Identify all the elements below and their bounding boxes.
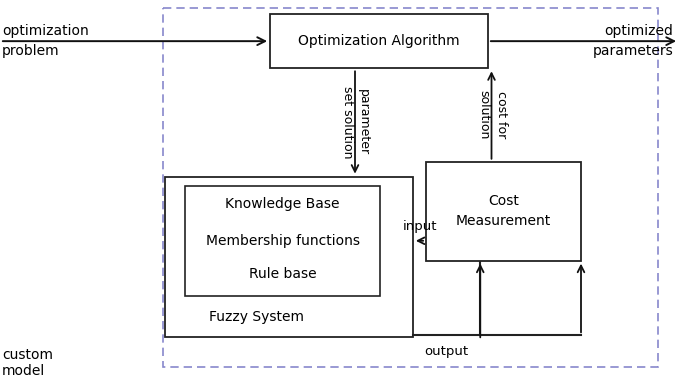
Text: custom: custom xyxy=(2,348,53,362)
Text: set solution: set solution xyxy=(340,86,354,159)
Text: Cost: Cost xyxy=(488,194,519,208)
Text: output: output xyxy=(424,345,469,358)
Text: model: model xyxy=(2,364,45,378)
Bar xyxy=(185,186,380,296)
Text: problem: problem xyxy=(2,44,60,58)
Text: parameter: parameter xyxy=(356,89,369,155)
Text: parameters: parameters xyxy=(592,44,673,58)
Bar xyxy=(163,8,658,367)
Bar xyxy=(165,177,413,337)
Text: solution: solution xyxy=(477,90,490,140)
Text: Optimization Algorithm: Optimization Algorithm xyxy=(298,34,460,48)
Text: Measurement: Measurement xyxy=(456,214,551,228)
Bar xyxy=(270,14,488,69)
Text: optimization: optimization xyxy=(2,24,89,38)
Text: Fuzzy System: Fuzzy System xyxy=(209,310,304,324)
Text: Rule base: Rule base xyxy=(249,267,316,281)
Bar xyxy=(426,162,581,261)
Text: Membership functions: Membership functions xyxy=(206,234,359,248)
Text: optimized: optimized xyxy=(604,24,673,38)
Text: Knowledge Base: Knowledge Base xyxy=(225,197,340,211)
Text: input: input xyxy=(402,220,437,233)
Text: cost for: cost for xyxy=(495,91,508,139)
